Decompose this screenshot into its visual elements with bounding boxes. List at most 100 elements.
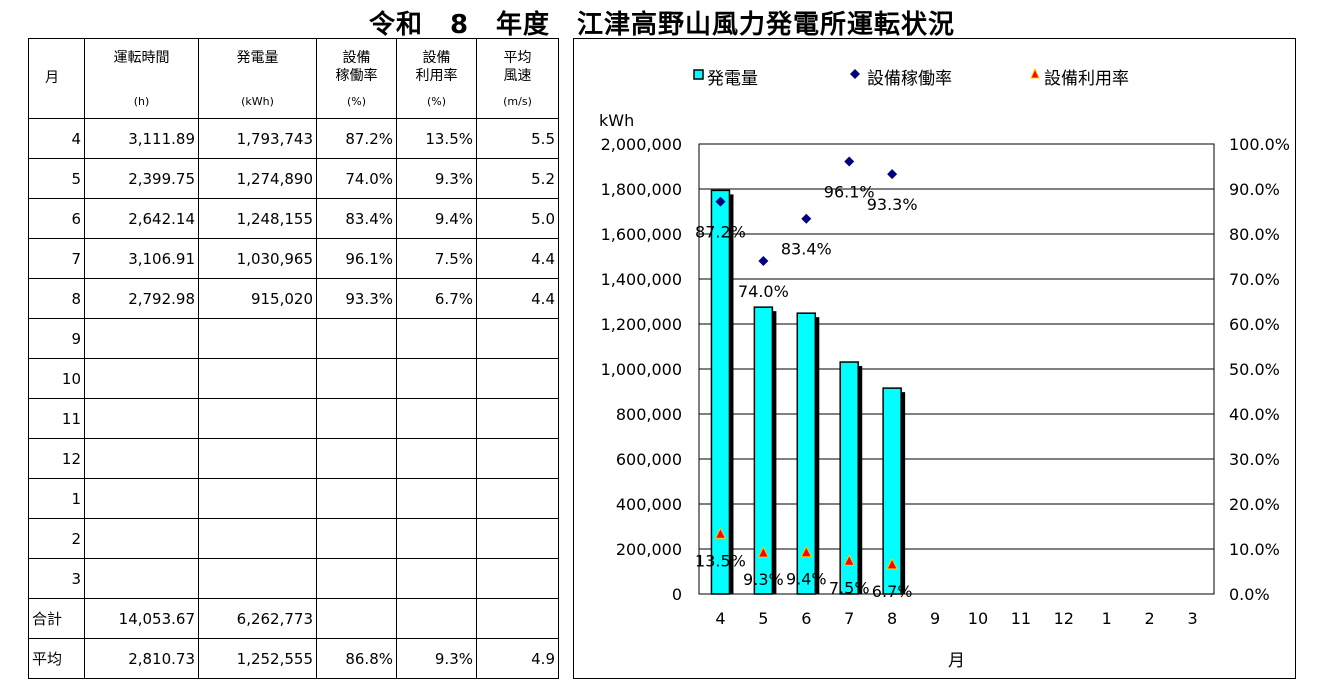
table-row: 6 2,642.14 1,248,155 83.4% 9.4% 5.0 xyxy=(28,198,559,239)
column-header-unit: (%) xyxy=(426,95,447,108)
table-cell: 13.5% xyxy=(396,118,477,159)
y2-tick-label: 0.0% xyxy=(1229,585,1270,604)
operation-rate-marker xyxy=(758,256,769,266)
column-header-unit: (%) xyxy=(346,95,367,108)
y-tick-label: 1,000,000 xyxy=(601,360,682,379)
operation-rate-label: 96.1% xyxy=(824,183,875,202)
table-cell: 7 xyxy=(28,238,85,279)
table-cell: 4.4 xyxy=(476,278,559,319)
table-cell: 9.3% xyxy=(396,638,477,679)
x-tick-label: 2 xyxy=(1145,609,1155,628)
column-header-label: 月 xyxy=(45,70,59,86)
y2-tick-label: 80.0% xyxy=(1229,225,1280,244)
column-header: 発電量 (kWh) xyxy=(198,38,317,119)
y-tick-label: 1,800,000 xyxy=(601,180,682,199)
x-tick-label: 6 xyxy=(801,609,811,628)
table-cell: 2 xyxy=(28,518,85,559)
utilization-rate-label: 9.4% xyxy=(786,570,827,589)
y2-tick-label: 60.0% xyxy=(1229,315,1280,334)
column-header: 月 xyxy=(28,38,85,119)
table-cell: 96.1% xyxy=(316,238,397,279)
table-cell xyxy=(476,438,559,479)
utilization-rate-marker xyxy=(714,527,727,539)
chart-frame: 0 200,000 400,000 600,000 800,000 1,000,000 1,… xyxy=(573,38,1296,679)
y-axis-label: kWh xyxy=(599,111,634,130)
table-row: 7 3,106.91 1,030,965 96.1% 7.5% 4.4 xyxy=(28,238,559,279)
column-header-unit: (kWh) xyxy=(241,95,274,108)
table-cell xyxy=(396,478,477,519)
table-cell xyxy=(316,318,397,359)
table-cell: 2,792.98 xyxy=(84,278,199,319)
table-cell xyxy=(198,438,317,479)
table-cell xyxy=(396,518,477,559)
table-cell xyxy=(198,478,317,519)
table-cell xyxy=(396,358,477,399)
legend-swatch-bar xyxy=(693,69,704,80)
table-cell xyxy=(316,438,397,479)
utilization-rate-label: 7.5% xyxy=(829,578,870,597)
operation-rate-label: 83.4% xyxy=(781,240,832,259)
table-cell xyxy=(198,318,317,359)
utilization-rate-label: 9.3% xyxy=(743,570,784,589)
utilization-rate-marker xyxy=(843,554,856,566)
bar xyxy=(882,387,902,595)
table-cell: 12 xyxy=(28,438,85,479)
table-cell xyxy=(396,438,477,479)
table-cell: 3 xyxy=(28,558,85,599)
column-header-label: 発電量 xyxy=(236,50,279,66)
table-cell: 9.4% xyxy=(396,198,477,239)
page-title: 令和 8 年度 江津高野山風力発電所運転状況 xyxy=(368,10,956,40)
operation-rate-marker xyxy=(715,196,726,207)
table-cell: 915,020 xyxy=(198,278,317,319)
table-cell: 74.0% xyxy=(316,158,397,199)
y2-tick-label: 50.0% xyxy=(1229,360,1280,379)
operation-rate-label: 74.0% xyxy=(738,282,789,301)
operation-rate-marker xyxy=(801,213,812,224)
table-row: 1 xyxy=(28,478,559,519)
table-cell xyxy=(396,398,477,439)
table-cell xyxy=(84,478,199,519)
table-cell xyxy=(198,398,317,439)
table-cell xyxy=(476,398,559,439)
table-cell: 1,252,555 xyxy=(198,638,317,679)
table-cell xyxy=(198,518,317,559)
table-cell xyxy=(476,518,559,559)
utilization-rate-label: 13.5% xyxy=(695,551,746,570)
y-tick-label: 600,000 xyxy=(616,450,682,469)
table-row: 5 2,399.75 1,274,890 74.0% 9.3% 5.2 xyxy=(28,158,559,199)
bar xyxy=(753,306,774,595)
column-header: 平均 風速 (m/s) xyxy=(476,38,559,119)
legend-label: 設備利用率 xyxy=(1044,69,1129,89)
bar xyxy=(839,361,859,595)
x-tick-label: 5 xyxy=(758,609,768,628)
utilization-rate-label: 6.7% xyxy=(872,582,913,601)
x-tick-label: 11 xyxy=(1011,609,1031,628)
table-cell: 93.3% xyxy=(316,278,397,319)
table-cell xyxy=(396,598,477,639)
operation-rate-marker xyxy=(844,156,855,167)
y-tick-label: 1,200,000 xyxy=(601,315,682,334)
y2-tick-label: 100.0% xyxy=(1229,135,1290,154)
column-header-unit: (m/s) xyxy=(503,95,532,108)
table-cell xyxy=(316,558,397,599)
column-header-label: 設備 利用率 xyxy=(415,50,458,84)
table-cell: 合計 xyxy=(28,598,85,639)
table-cell: 1,030,965 xyxy=(198,238,317,279)
table-cell xyxy=(476,318,559,359)
table-cell: 6,262,773 xyxy=(198,598,317,639)
legend-label: 発電量 xyxy=(707,69,758,89)
table-cell xyxy=(316,598,397,639)
column-header-unit: (h) xyxy=(133,95,150,108)
table-cell: 2,810.73 xyxy=(84,638,199,679)
y-tick-label: 800,000 xyxy=(616,405,682,424)
table-cell xyxy=(396,558,477,599)
x-tick-label: 8 xyxy=(887,609,897,628)
x-tick-label: 3 xyxy=(1187,609,1197,628)
column-header-label: 平均 風速 xyxy=(503,50,532,84)
y2-tick-label: 70.0% xyxy=(1229,270,1280,289)
table-cell: 5.2 xyxy=(476,158,559,199)
table-cell xyxy=(476,558,559,599)
table-cell xyxy=(316,478,397,519)
table-cell xyxy=(84,558,199,599)
bar xyxy=(710,189,731,595)
